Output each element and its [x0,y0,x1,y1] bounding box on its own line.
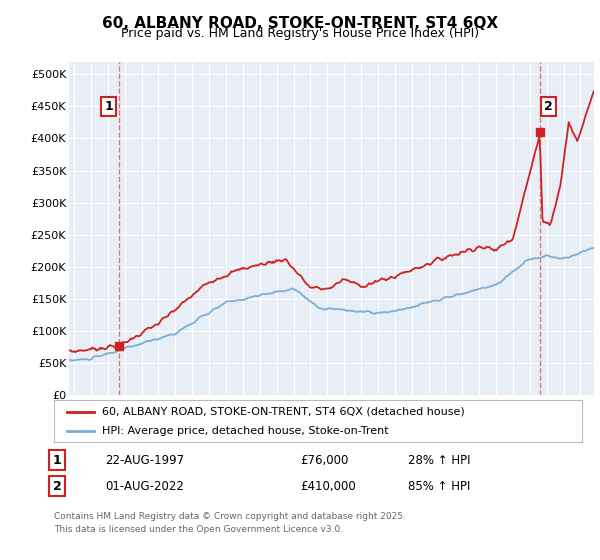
Text: 60, ALBANY ROAD, STOKE-ON-TRENT, ST4 6QX: 60, ALBANY ROAD, STOKE-ON-TRENT, ST4 6QX [102,16,498,31]
Text: £76,000: £76,000 [300,454,349,467]
Text: 01-AUG-2022: 01-AUG-2022 [105,479,184,493]
Text: HPI: Average price, detached house, Stoke-on-Trent: HPI: Average price, detached house, Stok… [101,426,388,436]
Text: 1: 1 [104,100,113,113]
Text: Price paid vs. HM Land Registry's House Price Index (HPI): Price paid vs. HM Land Registry's House … [121,27,479,40]
Text: 1: 1 [53,454,61,467]
Text: 2: 2 [544,100,553,113]
Text: £410,000: £410,000 [300,479,356,493]
Text: Contains HM Land Registry data © Crown copyright and database right 2025.
This d: Contains HM Land Registry data © Crown c… [54,512,406,534]
Text: 2: 2 [53,479,61,493]
Text: 28% ↑ HPI: 28% ↑ HPI [408,454,470,467]
Text: 22-AUG-1997: 22-AUG-1997 [105,454,184,467]
Text: 85% ↑ HPI: 85% ↑ HPI [408,479,470,493]
Text: 60, ALBANY ROAD, STOKE-ON-TRENT, ST4 6QX (detached house): 60, ALBANY ROAD, STOKE-ON-TRENT, ST4 6QX… [101,407,464,417]
